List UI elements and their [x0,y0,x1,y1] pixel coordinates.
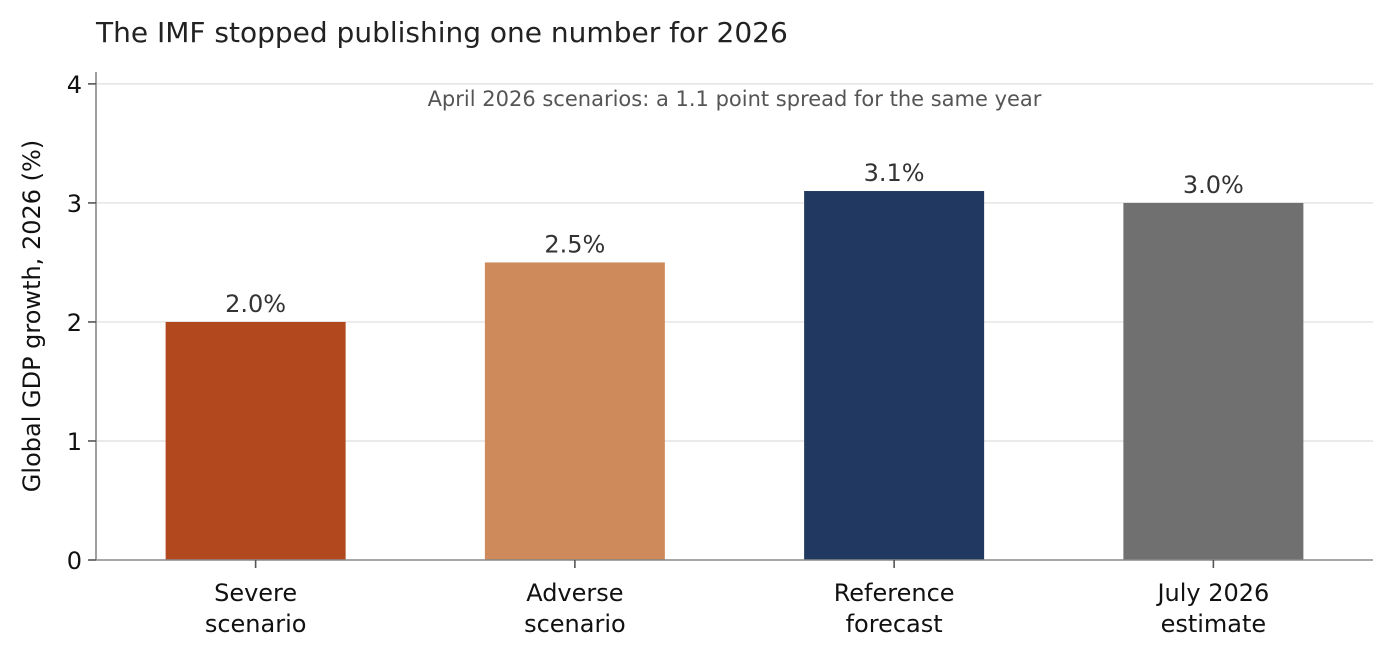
bar [484,262,665,560]
data-label: 3.1% [864,159,925,187]
bar [165,321,346,560]
chart-subtitle: April 2026 scenarios: a 1.1 point spread… [428,87,1042,111]
y-axis-label: Global GDP growth, 2026 (%) [18,140,46,492]
y-tick-label: 4 [67,71,82,99]
data-label: 3.0% [1183,171,1244,199]
x-tick-label: Severe scenario [205,579,307,638]
y-tick-label: 3 [67,190,82,218]
data-label: 2.5% [544,230,605,258]
bar [804,191,985,560]
bars [165,191,1304,561]
chart-title: The IMF stopped publishing one number fo… [95,16,788,49]
x-tick-label: Adverse scenario [524,579,626,638]
x-tick-label: July 2026 estimate [1155,579,1269,638]
bar [1123,202,1304,561]
y-tick-label: 0 [67,547,82,575]
y-ticks: 0 1 2 3 4 [67,71,96,575]
data-label: 2.0% [225,290,286,318]
data-labels: 2.0% 2.5% 3.1% 3.0% [225,159,1244,318]
x-tick-label: Reference forecast [834,579,955,638]
y-tick-label: 2 [67,309,82,337]
y-tick-label: 1 [67,428,82,456]
x-ticks: Severe scenario Adverse scenario Reference fo… [205,560,1269,638]
